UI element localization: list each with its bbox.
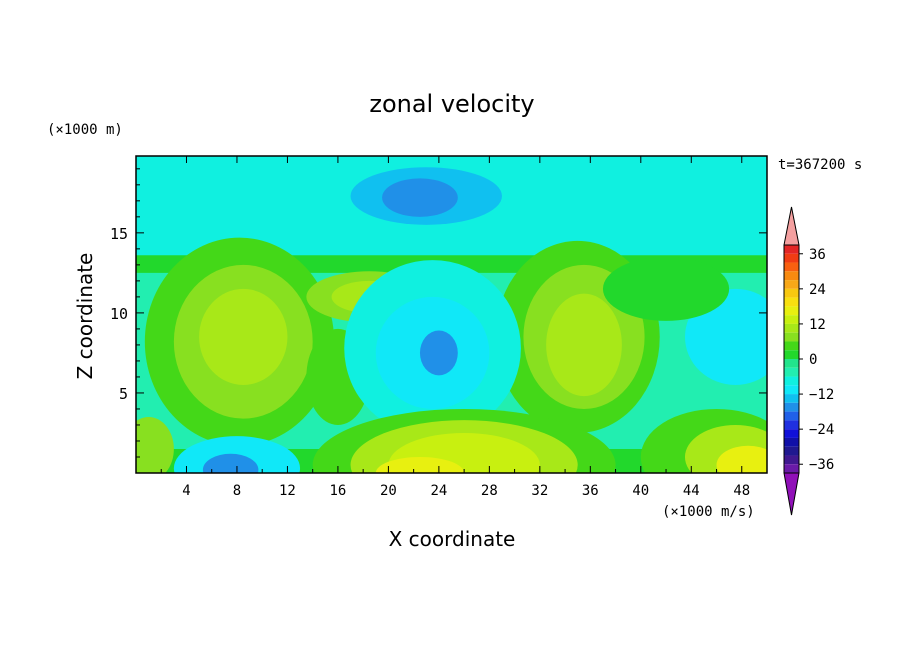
field-region-18 <box>382 178 458 217</box>
colorbar-level <box>784 359 799 368</box>
x-tick-label: 4 <box>182 483 190 499</box>
colorbar-level <box>784 402 799 412</box>
field-region-15 <box>419 330 458 376</box>
colorbar-level <box>784 464 799 473</box>
x-tick-label: 36 <box>582 483 599 499</box>
colorbar-level <box>784 323 799 333</box>
colorbar-tick-label: 12 <box>809 317 826 333</box>
colorbar-tick-label: 36 <box>809 247 826 263</box>
colorbar-level <box>784 350 799 359</box>
colorbar-tick-label: −24 <box>809 422 834 438</box>
x-tick-label: 28 <box>481 483 498 499</box>
colorbar-tick-label: 0 <box>809 352 817 368</box>
colorbar-level <box>784 411 799 421</box>
x-tick-label: 24 <box>430 483 447 499</box>
x-tick-label: 12 <box>279 483 296 499</box>
x-tick-label: 16 <box>329 483 346 499</box>
colorbar: 36 24 12 0 −12 −24 −36 <box>783 206 834 516</box>
field-region-29 <box>602 256 730 321</box>
x-tick-label: 44 <box>683 483 700 499</box>
x-tick-label: 8 <box>233 483 241 499</box>
colorbar-level <box>784 341 799 351</box>
colorbar-level <box>784 385 799 395</box>
colorbar-level <box>784 245 799 254</box>
field-region-12 <box>546 293 622 397</box>
colorbar-level <box>784 262 799 272</box>
colorbar-level <box>784 306 799 316</box>
x-axis: 4 8 12 16 20 24 28 32 36 40 44 48 <box>160 156 750 499</box>
y-unit-label: (×1000 m) <box>47 122 123 138</box>
colorbar-level <box>784 446 799 456</box>
plot-frame <box>135 155 768 474</box>
colorbar-level <box>784 315 799 324</box>
colorbar-level <box>784 429 799 438</box>
colorbar-level <box>784 394 799 403</box>
y-axis: 5 10 15 <box>110 168 767 458</box>
chart-title: zonal velocity <box>369 90 534 118</box>
field-region-27 <box>716 445 767 473</box>
colorbar-level <box>784 367 799 377</box>
contour-field <box>136 156 767 473</box>
x-axis-label: X coordinate <box>389 527 516 551</box>
x-tick-label: 40 <box>632 483 649 499</box>
x-unit-label: (×1000 m/s) <box>662 504 755 520</box>
colorbar-tick-label: 24 <box>809 282 826 298</box>
colorbar-level <box>784 420 799 430</box>
x-tick-label: 48 <box>733 483 750 499</box>
colorbar-level <box>784 253 799 263</box>
colorbar-level <box>784 437 799 447</box>
colorbar-level <box>784 271 799 281</box>
colorbar-level <box>784 455 799 465</box>
field-region-6 <box>199 288 288 385</box>
colorbar-level <box>784 332 799 342</box>
colorbar-level <box>784 376 799 386</box>
y-tick-label: 15 <box>110 225 128 243</box>
y-tick-label: 10 <box>110 305 128 323</box>
colorbar-tick-label: −12 <box>809 387 834 403</box>
field-region-24 <box>202 453 259 473</box>
field-region-28 <box>136 416 174 473</box>
y-axis-label: Z coordinate <box>73 253 97 380</box>
colorbar-level <box>784 297 799 307</box>
y-tick-label: 5 <box>119 385 128 403</box>
x-tick-label: 20 <box>380 483 397 499</box>
time-label: t=367200 s <box>778 157 862 173</box>
colorbar-tick-label: −36 <box>809 457 834 473</box>
colorbar-level <box>784 288 799 298</box>
colorbar-level <box>784 280 799 289</box>
field-region-22 <box>375 456 465 473</box>
x-tick-label: 32 <box>531 483 548 499</box>
